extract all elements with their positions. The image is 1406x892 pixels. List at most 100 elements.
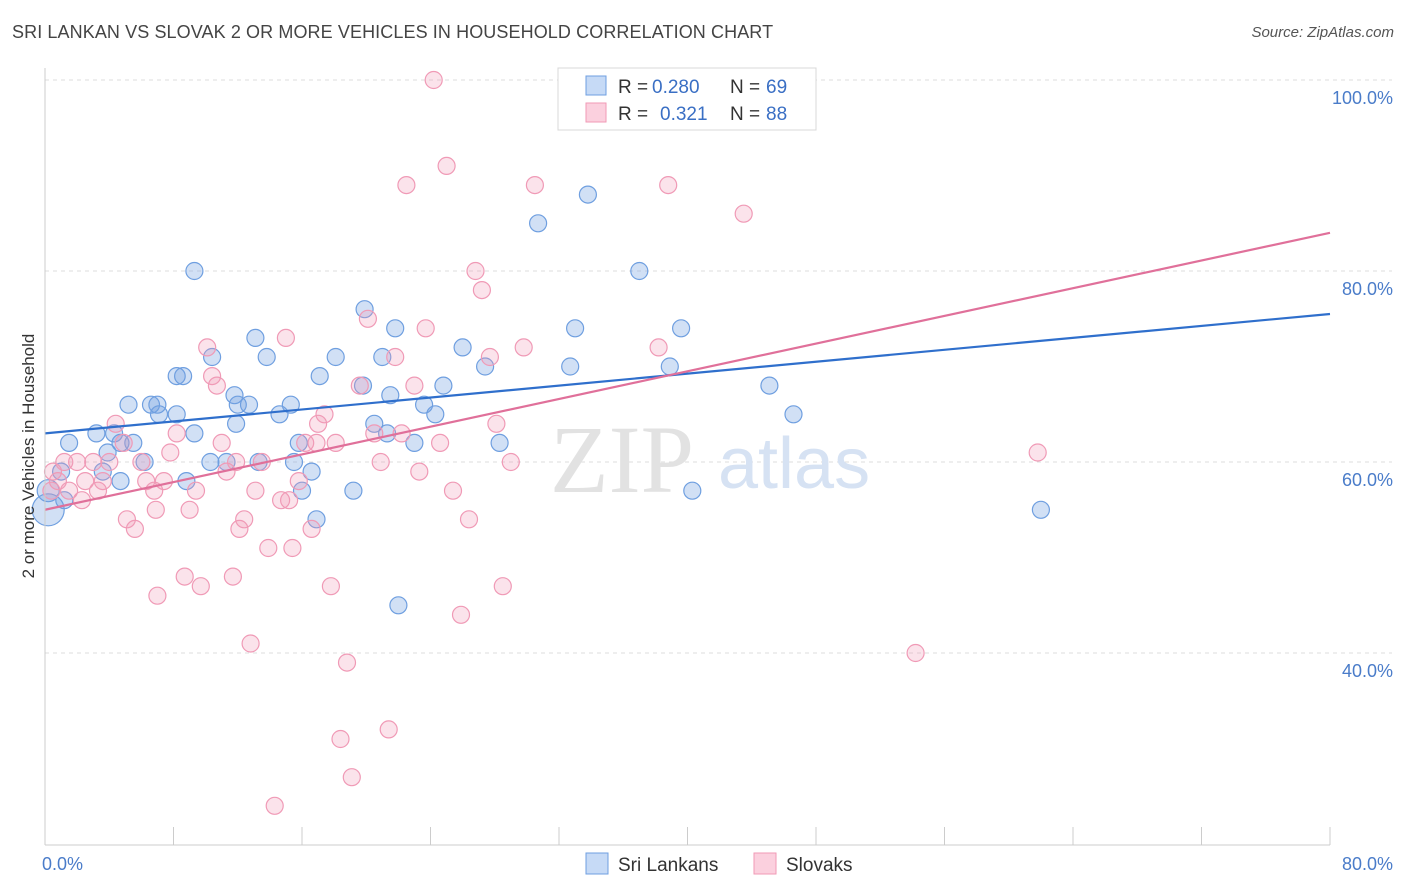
slovaks-point — [235, 510, 254, 529]
sri-lankans-point — [281, 395, 300, 414]
bottom-legend-swatch-sri-lankans — [585, 852, 609, 875]
slovaks-point — [175, 567, 194, 586]
sri-lankans-point — [373, 347, 392, 367]
slovaks-point — [493, 577, 512, 596]
slovaks-point — [212, 433, 231, 452]
bottom-legend-swatch-slovaks — [753, 852, 777, 875]
slovaks-point — [424, 70, 443, 90]
slovaks-point — [906, 643, 925, 663]
y-tick-label: 100.0% — [1332, 88, 1393, 108]
slovaks-point — [386, 347, 405, 367]
sri-lankans-point — [289, 433, 308, 452]
slovaks-point — [331, 729, 350, 749]
sri-lankans-point — [434, 376, 453, 395]
bottom-legend: Sri Lankans Slovaks — [585, 852, 853, 876]
sri-lankans-point — [578, 185, 598, 204]
slovaks-point — [1028, 443, 1047, 462]
watermark-zip: ZIP — [550, 406, 694, 513]
slovaks-point — [480, 347, 499, 367]
trend-lines — [44, 231, 1331, 511]
legend-n-value-slovaks: 88 — [766, 104, 787, 125]
slovaks-point — [283, 538, 302, 558]
sri-lankans-point — [683, 481, 702, 500]
legend-n-label-slovaks: N = — [730, 104, 760, 125]
slovaks-point — [125, 519, 144, 539]
sri-lankans-point — [389, 596, 408, 615]
sri-lankans-point — [203, 347, 222, 367]
sri-lankans-point — [302, 462, 321, 481]
slovaks-point — [227, 452, 246, 472]
slovaks-point — [525, 176, 545, 195]
slovaks-point — [114, 433, 133, 452]
data-points — [31, 70, 1051, 815]
legend-swatch-sri-lankans — [585, 75, 607, 96]
slovaks-point — [106, 414, 125, 433]
sri-lankans-point — [355, 300, 374, 319]
slovaks-point — [223, 567, 242, 586]
slovaks-point — [466, 261, 485, 281]
slovaks-point — [472, 281, 491, 300]
sri-lankans-point — [490, 433, 509, 452]
legend-r-label-sri-lankans: R = — [618, 77, 648, 98]
sri-lankans-point — [1031, 500, 1051, 519]
y-axis-title: 2 or more Vehicles in Household — [19, 334, 38, 579]
slovaks-point — [146, 500, 165, 519]
slovaks-point — [514, 338, 533, 357]
slovaks-point — [501, 452, 520, 472]
slovaks-point — [180, 500, 199, 519]
sri-lankans-point — [257, 347, 276, 367]
sri-lankans-point — [565, 319, 585, 338]
sri-lankans-point — [119, 395, 138, 414]
legend-r-label-slovaks: R = — [618, 104, 648, 125]
sri-lankans-point — [660, 357, 679, 376]
slovaks-point — [437, 156, 456, 175]
x-tick-label: 80.0% — [1342, 854, 1393, 874]
sri-lankans-point — [784, 405, 803, 424]
sri-lankans-point — [149, 405, 169, 424]
watermark-atlas: atlas — [718, 424, 870, 504]
sri-lankans-point — [59, 433, 79, 452]
slovaks-point — [342, 768, 361, 787]
chart-source: Source: ZipAtlas.com — [1251, 24, 1394, 41]
sri-lankans-point — [174, 367, 193, 386]
slovaks-point — [67, 452, 87, 472]
sri-lankans-point — [93, 462, 112, 481]
slovaks-point — [276, 328, 295, 347]
slovaks-point — [659, 176, 678, 195]
legend-n-label-sri-lankans: N = — [730, 77, 760, 98]
slovaks-point — [371, 452, 390, 472]
y-tick-label: 80.0% — [1342, 279, 1393, 299]
slovaks-point — [451, 605, 471, 624]
legend-r-value-sri-lankans: 0.280 — [652, 77, 700, 98]
slovaks-point — [289, 472, 308, 491]
sri-lankans-point — [167, 367, 186, 386]
slovaks-trend-line — [44, 231, 1331, 511]
slovaks-point — [443, 481, 463, 500]
grid-lines — [45, 79, 1392, 654]
axes: 100.0% 80.0% 60.0% 40.0% 0.0% 80.0% — [42, 68, 1393, 874]
sri-lankans-point — [201, 452, 220, 472]
slovaks-point — [154, 472, 173, 491]
slovaks-point — [93, 472, 112, 491]
slovaks-point — [315, 405, 334, 424]
bottom-legend-label-sri-lankans: Sri Lankans — [618, 855, 718, 876]
sri-lankans-point — [227, 414, 246, 433]
slovaks-point — [76, 472, 95, 491]
slovaks-point — [397, 176, 416, 195]
sri-lankans-point — [760, 376, 779, 395]
slovaks-point — [246, 481, 265, 500]
slovaks-point — [191, 577, 210, 596]
slovaks-point — [241, 634, 260, 653]
slovaks-point — [230, 519, 249, 539]
slovaks-point — [148, 586, 167, 605]
slovaks-point — [84, 452, 103, 472]
sri-lankans-point — [111, 472, 130, 491]
sri-lankans-point — [185, 261, 204, 281]
slovaks-point — [161, 443, 180, 462]
y-tick-label: 60.0% — [1342, 470, 1393, 490]
sri-lankans-point — [405, 433, 424, 452]
x-tick-label: 0.0% — [42, 854, 83, 874]
sri-lankans-point — [36, 479, 60, 503]
